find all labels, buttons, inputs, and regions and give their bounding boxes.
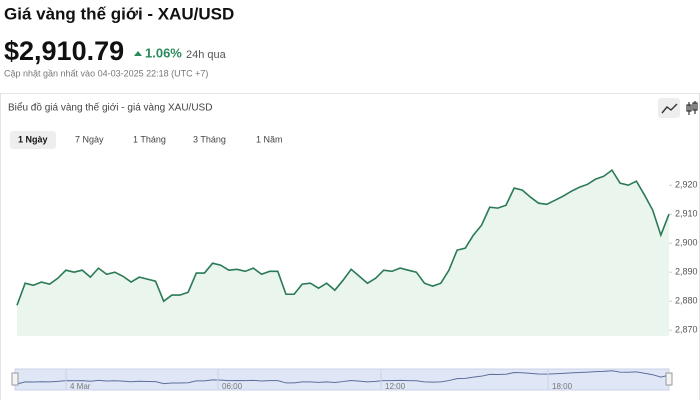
change-period: 24h qua	[186, 49, 227, 61]
navigator-label: 18:00	[552, 382, 573, 391]
candle-view-button[interactable]	[686, 101, 698, 115]
navigator-line	[16, 370, 670, 385]
price: $2,910.79	[4, 36, 124, 66]
card-title: Biểu đồ giá vàng thế giới - giá vàng XAU…	[8, 102, 212, 114]
tab[interactable]: 1 Tháng	[133, 134, 166, 144]
y-tick-label: 2,910	[675, 209, 698, 219]
navigator-label: 06:00	[222, 382, 243, 391]
navigator-handle[interactable]	[11, 372, 19, 386]
line-icon	[661, 103, 678, 114]
up-arrow	[134, 51, 142, 56]
navigator-label: 4 Mar	[70, 382, 91, 391]
y-tick-label: 2,890	[675, 267, 698, 277]
updated-time: Cập nhật gần nhất vào 04-03-2025 22:18 (…	[4, 68, 208, 78]
tab[interactable]: 1 Năm	[256, 134, 283, 144]
area-fill	[17, 170, 669, 336]
tab[interactable]: 3 Tháng	[193, 134, 226, 144]
tab[interactable]: 7 Ngày	[75, 134, 104, 144]
y-tick-label: 2,900	[675, 238, 698, 248]
y-tick-label: 2,880	[675, 296, 698, 306]
y-tick-label: 2,920	[675, 180, 698, 190]
tab[interactable]: 1 Ngày	[18, 134, 48, 144]
navigator-label: 12:00	[385, 382, 406, 391]
navigator-handle[interactable]	[665, 372, 673, 386]
price-change: 1.06%	[145, 45, 182, 60]
price-line	[16, 168, 670, 306]
y-tick-label: 2,870	[675, 325, 698, 335]
tab-active-bg	[10, 131, 56, 149]
page-title: Giá vàng thế giới - XAU/USD	[4, 4, 234, 23]
